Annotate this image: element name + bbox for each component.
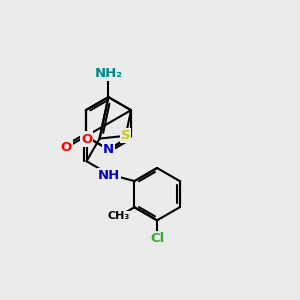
Text: N: N	[103, 143, 114, 156]
Text: CH₃: CH₃	[107, 212, 130, 221]
Text: O: O	[61, 141, 72, 154]
Text: NH₂: NH₂	[94, 67, 122, 80]
Text: Cl: Cl	[150, 232, 164, 245]
Text: NH: NH	[98, 169, 120, 182]
Text: S: S	[121, 129, 130, 142]
Text: O: O	[81, 133, 92, 146]
